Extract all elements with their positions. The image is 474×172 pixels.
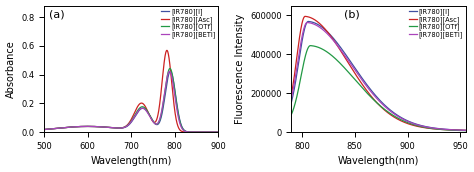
[IR780][Asc] (356, 78, 361, 80)
[IR780][Asc] (212, 131, 218, 133)
[IR780][Asc] (41, 128, 47, 131)
[IR780][OTf] (459, 130, 465, 132)
[IR780][OTf] (41, 128, 47, 131)
[IR780][BETI] (356, 74, 361, 76)
[IR780][OTf] (319, 48, 325, 50)
[IR780][BETI] (212, 131, 218, 133)
Line: [IR780][Asc]: [IR780][Asc] (292, 16, 465, 130)
[IR780][BETI] (459, 129, 465, 131)
[IR780][OTf] (167, 67, 173, 69)
[IR780][I] (193, 131, 199, 133)
[IR780][Asc] (61, 127, 67, 129)
[IR780][I] (108, 127, 114, 129)
[IR780][OTf] (308, 45, 313, 47)
[IR780][OTf] (212, 131, 218, 133)
[IR780][BETI] (167, 70, 173, 72)
[IR780][OTf] (309, 45, 314, 47)
[IR780][Asc] (463, 129, 468, 131)
Line: [IR780][BETI]: [IR780][BETI] (292, 23, 465, 130)
[IR780][Asc] (302, 15, 308, 17)
[IR780][BETI] (463, 129, 468, 131)
[IR780][OTf] (289, 113, 294, 115)
[IR780][BETI] (441, 128, 447, 130)
[IR780][Asc] (309, 17, 314, 19)
[IR780][BETI] (108, 127, 114, 129)
[IR780][OTf] (193, 131, 199, 133)
[IR780][BETI] (289, 97, 294, 99)
[IR780][Asc] (164, 49, 170, 51)
Line: [IR780][I]: [IR780][I] (292, 22, 465, 130)
[IR780][OTf] (363, 91, 369, 93)
Legend: [IR780][I], [IR780][Asc], [IR780][OTf], [IR780][BETI]: [IR780][I], [IR780][Asc], [IR780][OTf], … (408, 8, 464, 39)
X-axis label: Wavelength(nm): Wavelength(nm) (338, 157, 419, 166)
X-axis label: Wavelength(nm): Wavelength(nm) (91, 157, 172, 166)
[IR780][OTf] (463, 130, 468, 132)
Line: [IR780][I]: [IR780][I] (44, 71, 219, 132)
Line: [IR780][OTf]: [IR780][OTf] (292, 46, 465, 131)
[IR780][OTf] (108, 127, 114, 129)
[IR780][OTf] (116, 127, 121, 129)
[IR780][BETI] (61, 127, 67, 129)
[IR780][I] (309, 21, 314, 23)
[IR780][OTf] (441, 129, 447, 131)
[IR780][I] (305, 20, 311, 23)
Text: (b): (b) (344, 9, 359, 19)
[IR780][BETI] (41, 128, 47, 131)
[IR780][I] (289, 101, 294, 103)
Y-axis label: Fluorescence Intensity: Fluorescence Intensity (235, 14, 245, 124)
[IR780][I] (167, 70, 173, 72)
Text: (a): (a) (49, 9, 65, 19)
[IR780][I] (441, 128, 447, 130)
[IR780][BETI] (216, 131, 221, 133)
Y-axis label: Absorbance: Absorbance (6, 40, 16, 98)
[IR780][I] (459, 129, 465, 131)
Line: [IR780][OTf]: [IR780][OTf] (44, 68, 219, 132)
[IR780][Asc] (289, 94, 294, 96)
[IR780][Asc] (108, 127, 114, 129)
[IR780][OTf] (216, 131, 221, 133)
[IR780][BETI] (319, 28, 325, 30)
[IR780][Asc] (459, 129, 465, 131)
[IR780][I] (41, 128, 47, 131)
Legend: [IR780][I], [IR780][Asc], [IR780][OTf], [IR780][BETI]: [IR780][I], [IR780][Asc], [IR780][OTf], … (161, 8, 216, 39)
[IR780][Asc] (193, 131, 199, 133)
[IR780][I] (72, 126, 77, 128)
[IR780][I] (116, 127, 121, 129)
[IR780][Asc] (363, 88, 369, 90)
[IR780][Asc] (216, 131, 221, 133)
[IR780][I] (363, 82, 369, 84)
[IR780][OTf] (61, 127, 67, 129)
[IR780][Asc] (319, 24, 325, 26)
[IR780][Asc] (116, 127, 121, 129)
Line: [IR780][Asc]: [IR780][Asc] (44, 50, 219, 132)
[IR780][BETI] (72, 126, 77, 128)
[IR780][BETI] (309, 22, 314, 24)
[IR780][BETI] (116, 127, 121, 129)
[IR780][BETI] (304, 22, 310, 24)
[IR780][I] (61, 127, 67, 129)
[IR780][Asc] (72, 126, 77, 128)
[IR780][I] (212, 131, 218, 133)
[IR780][I] (216, 131, 221, 133)
Line: [IR780][BETI]: [IR780][BETI] (44, 71, 219, 132)
[IR780][OTf] (356, 82, 361, 84)
[IR780][Asc] (441, 128, 447, 131)
[IR780][OTf] (72, 126, 77, 128)
[IR780][BETI] (363, 84, 369, 86)
[IR780][I] (463, 129, 468, 131)
[IR780][BETI] (193, 131, 199, 133)
[IR780][I] (319, 26, 325, 28)
[IR780][I] (356, 72, 361, 74)
